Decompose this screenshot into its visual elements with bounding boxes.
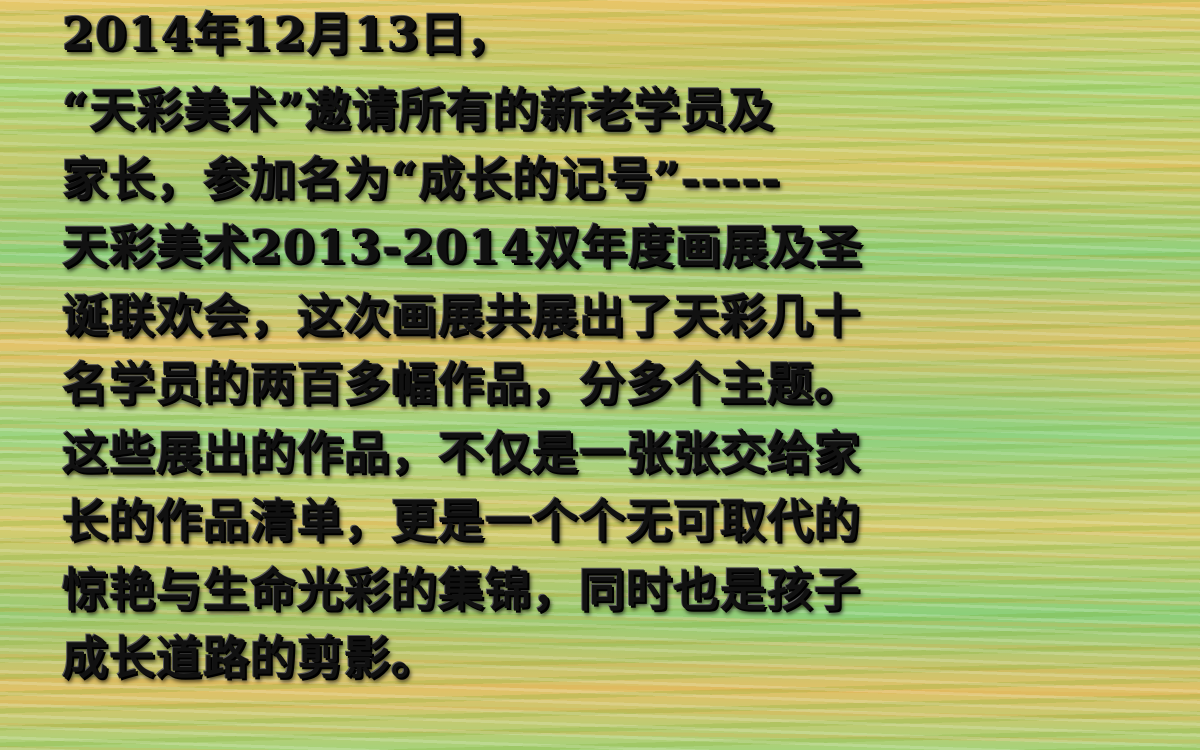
paragraph-line-7: 长的作品清单，更是一个个无可取代的 <box>62 494 861 548</box>
paragraph-line-8: 惊艳与生命光彩的集锦，同时也是孩子 <box>62 562 861 617</box>
paragraph-line-1: “天彩美术”邀请所有的新老学员及 <box>62 83 775 137</box>
paragraph-line-3: 天彩美术2013-2014双年度画展及圣 <box>62 220 864 274</box>
date-line: 2014年12月13日， <box>62 7 515 61</box>
slide-text: 2014年12月13日， “天彩美术”邀请所有的新老学员及 家长，参加名为“成长… <box>62 2 1182 693</box>
paragraph-line-6: 这些展出的作品，不仅是一张张交给家 <box>62 425 861 480</box>
paragraph-line-4: 诞联欢会，这次画展共展出了天彩几十 <box>62 288 861 343</box>
paragraph-line-2: 家长，参加名为“成长的记号”----- <box>62 151 782 206</box>
paragraph-line-5: 名学员的两百多幅作品，分多个主题。 <box>62 357 861 411</box>
paragraph-line-9: 成长道路的剪影。 <box>62 631 438 685</box>
